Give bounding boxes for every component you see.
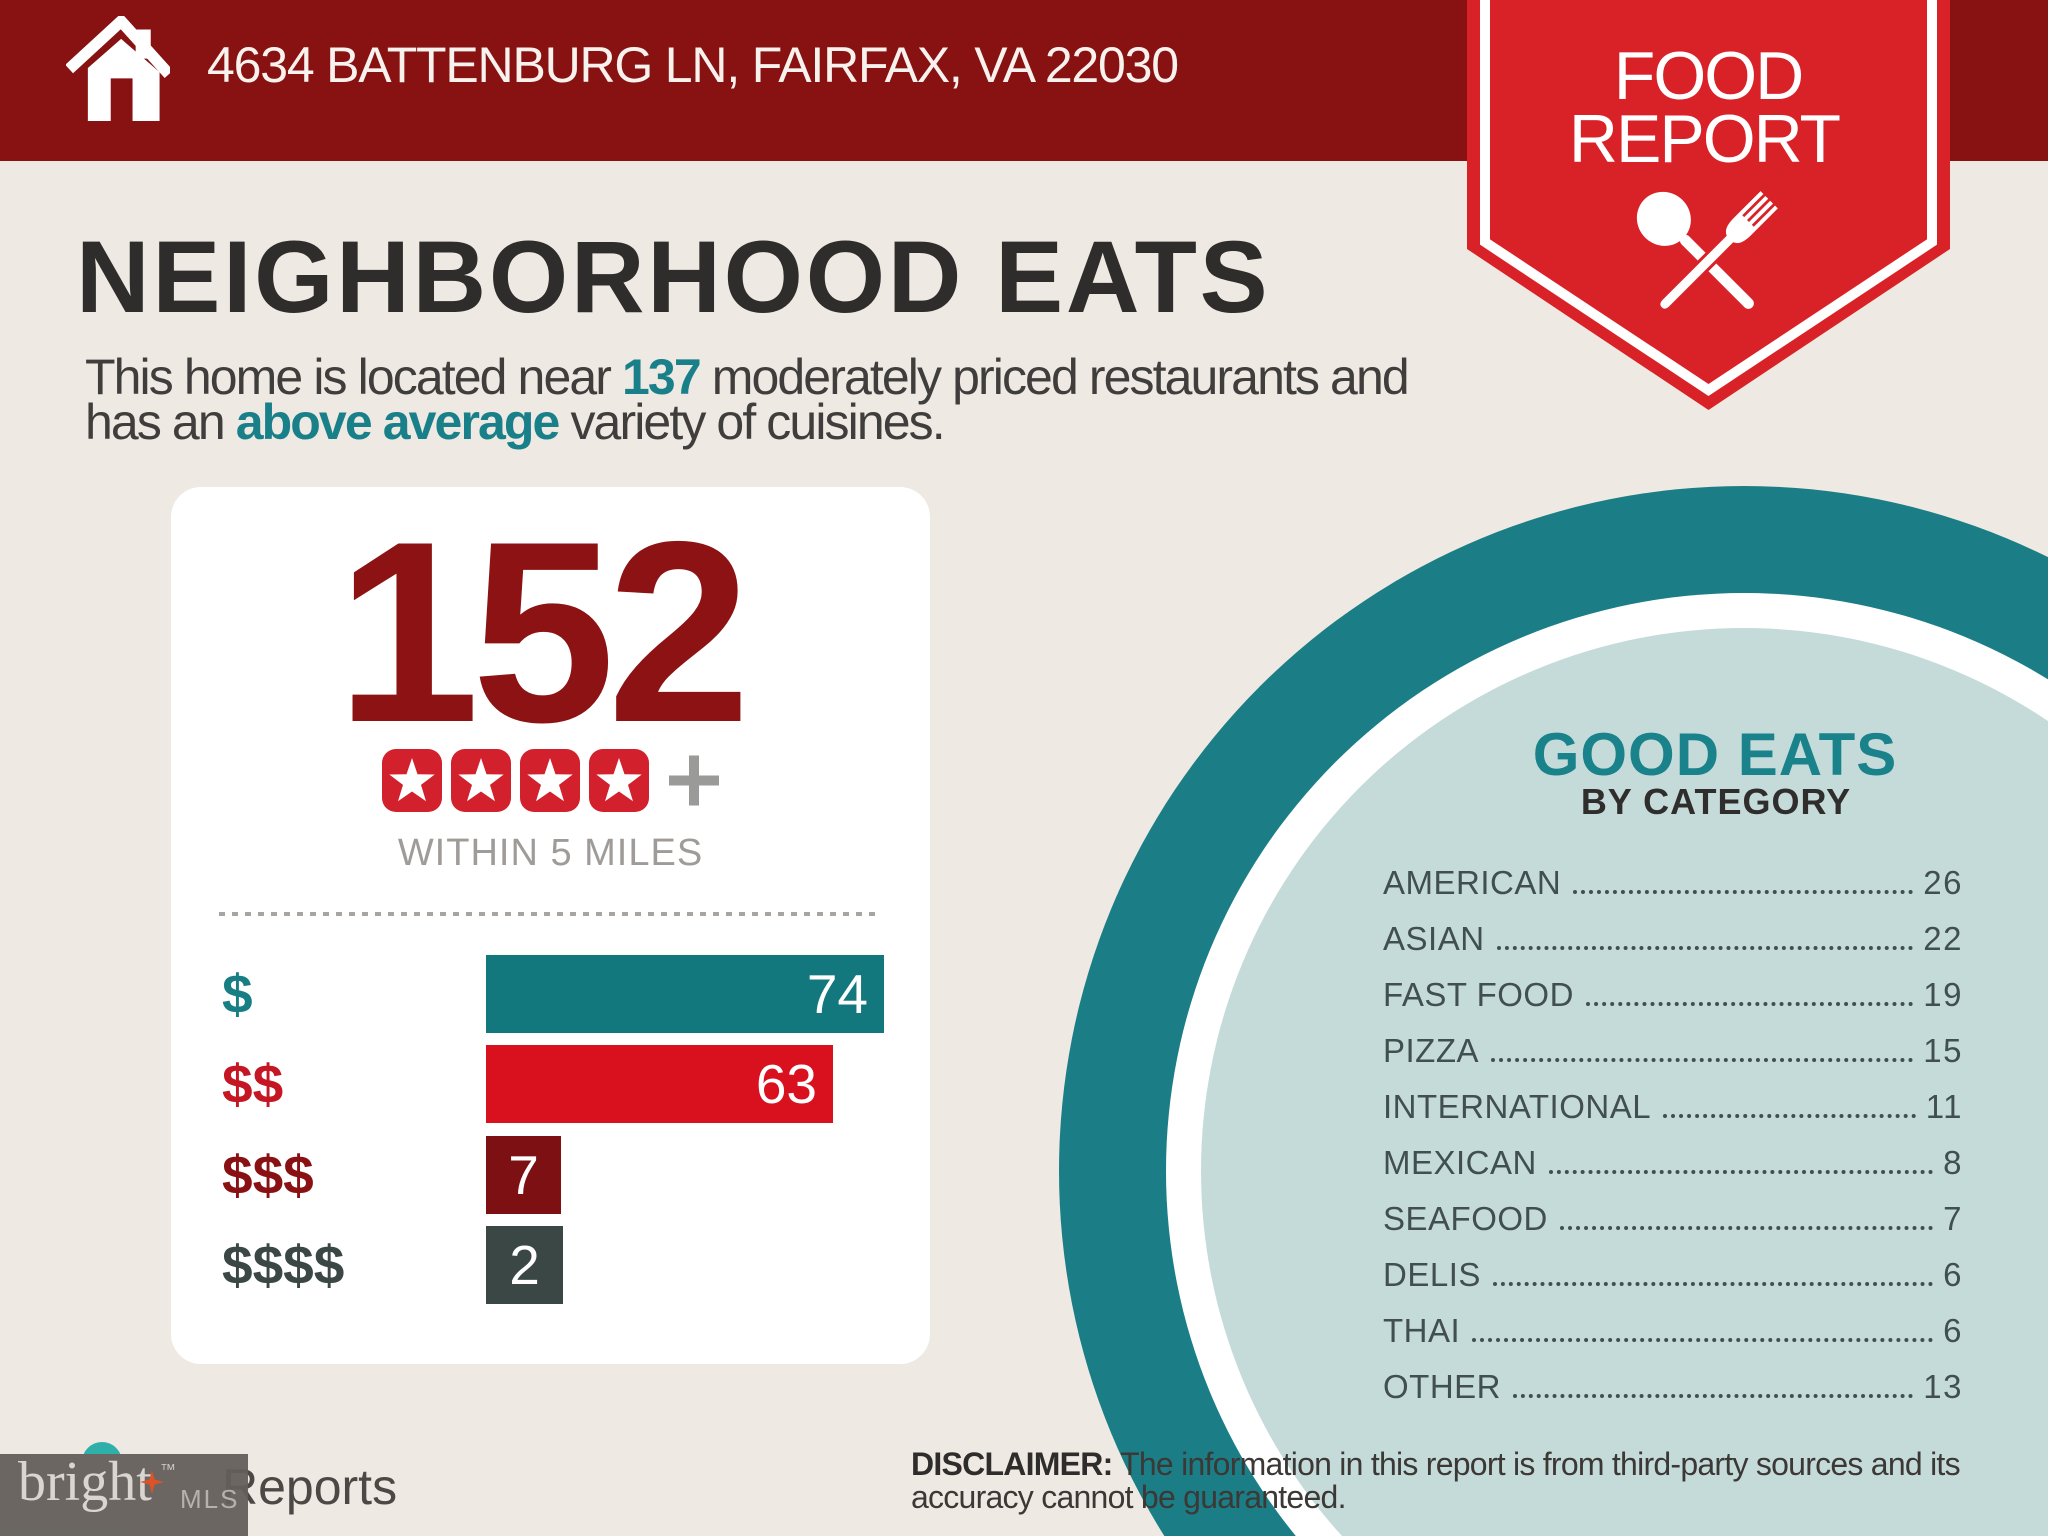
svg-text:FOOD: FOOD	[1614, 38, 1802, 114]
svg-text:REPORT: REPORT	[1569, 101, 1840, 177]
